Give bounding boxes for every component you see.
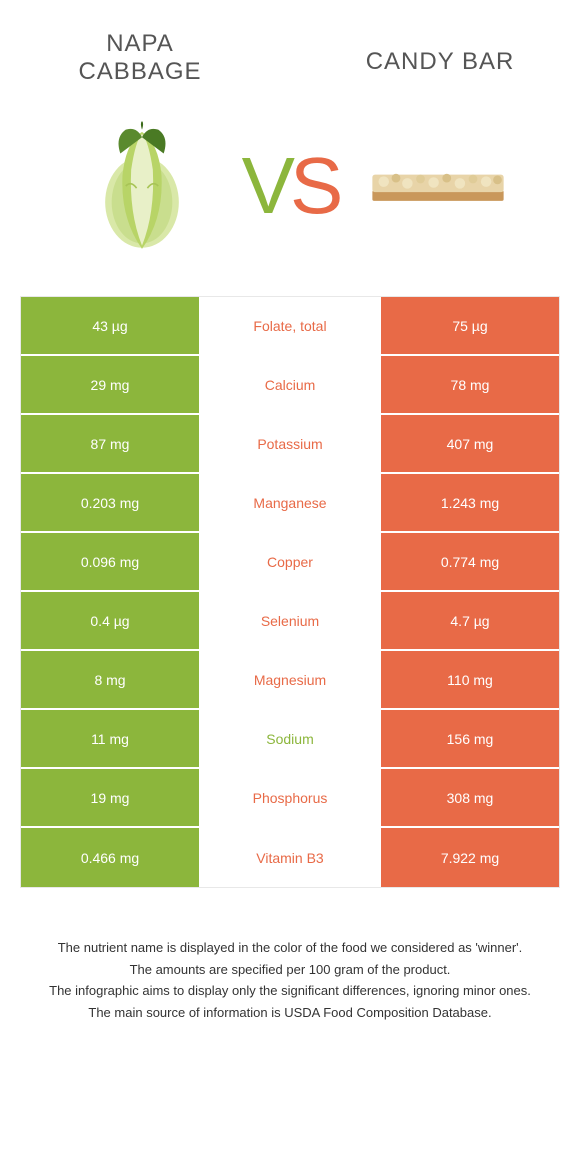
vs-v: V bbox=[242, 141, 290, 230]
nutrient-table: 43 µgFolate, total75 µg29 mgCalcium78 mg… bbox=[20, 296, 560, 888]
table-row: 0.4 µgSelenium4.7 µg bbox=[21, 592, 559, 651]
footer-line: The nutrient name is displayed in the co… bbox=[40, 938, 540, 958]
nutrient-label: Calcium bbox=[201, 356, 379, 413]
value-right: 0.774 mg bbox=[379, 533, 559, 590]
value-right: 110 mg bbox=[379, 651, 559, 708]
footer-line: The infographic aims to display only the… bbox=[40, 981, 540, 1001]
nutrient-label: Potassium bbox=[201, 415, 379, 472]
nutrient-label: Sodium bbox=[201, 710, 379, 767]
nutrient-label: Selenium bbox=[201, 592, 379, 649]
value-left: 87 mg bbox=[21, 415, 201, 472]
value-right: 75 µg bbox=[379, 297, 559, 354]
value-left: 19 mg bbox=[21, 769, 201, 826]
table-row: 19 mgPhosphorus308 mg bbox=[21, 769, 559, 828]
vs-label: VS bbox=[242, 140, 339, 232]
cabbage-icon bbox=[72, 116, 212, 256]
value-left: 0.4 µg bbox=[21, 592, 201, 649]
nutrient-label: Magnesium bbox=[201, 651, 379, 708]
candy-bar-icon bbox=[368, 116, 508, 256]
value-right: 156 mg bbox=[379, 710, 559, 767]
value-right: 407 mg bbox=[379, 415, 559, 472]
table-row: 0.203 mgManganese1.243 mg bbox=[21, 474, 559, 533]
nutrient-label: Vitamin B3 bbox=[201, 828, 379, 887]
nutrient-label: Folate, total bbox=[201, 297, 379, 354]
value-right: 78 mg bbox=[379, 356, 559, 413]
nutrient-label: Manganese bbox=[201, 474, 379, 531]
value-right: 4.7 µg bbox=[379, 592, 559, 649]
table-row: 11 mgSodium156 mg bbox=[21, 710, 559, 769]
nutrient-label: Copper bbox=[201, 533, 379, 590]
footer-line: The amounts are specified per 100 gram o… bbox=[40, 960, 540, 980]
table-row: 8 mgMagnesium110 mg bbox=[21, 651, 559, 710]
value-left: 0.466 mg bbox=[21, 828, 201, 887]
table-row: 0.466 mgVitamin B37.922 mg bbox=[21, 828, 559, 887]
title-right: CANDY BAR bbox=[350, 48, 530, 76]
table-row: 43 µgFolate, total75 µg bbox=[21, 297, 559, 356]
header: NAPA CABBAGE CANDY BAR bbox=[0, 0, 580, 86]
vs-s: S bbox=[290, 141, 338, 230]
title-left: NAPA CABBAGE bbox=[50, 30, 230, 86]
value-left: 8 mg bbox=[21, 651, 201, 708]
footer-line: The main source of information is USDA F… bbox=[40, 1003, 540, 1023]
value-left: 43 µg bbox=[21, 297, 201, 354]
value-left: 29 mg bbox=[21, 356, 201, 413]
value-left: 11 mg bbox=[21, 710, 201, 767]
value-right: 7.922 mg bbox=[379, 828, 559, 887]
value-right: 1.243 mg bbox=[379, 474, 559, 531]
vs-row: VS bbox=[0, 86, 580, 296]
value-left: 0.096 mg bbox=[21, 533, 201, 590]
table-row: 29 mgCalcium78 mg bbox=[21, 356, 559, 415]
table-row: 0.096 mgCopper0.774 mg bbox=[21, 533, 559, 592]
table-row: 87 mgPotassium407 mg bbox=[21, 415, 559, 474]
value-right: 308 mg bbox=[379, 769, 559, 826]
value-left: 0.203 mg bbox=[21, 474, 201, 531]
footer-notes: The nutrient name is displayed in the co… bbox=[40, 938, 540, 1022]
nutrient-label: Phosphorus bbox=[201, 769, 379, 826]
